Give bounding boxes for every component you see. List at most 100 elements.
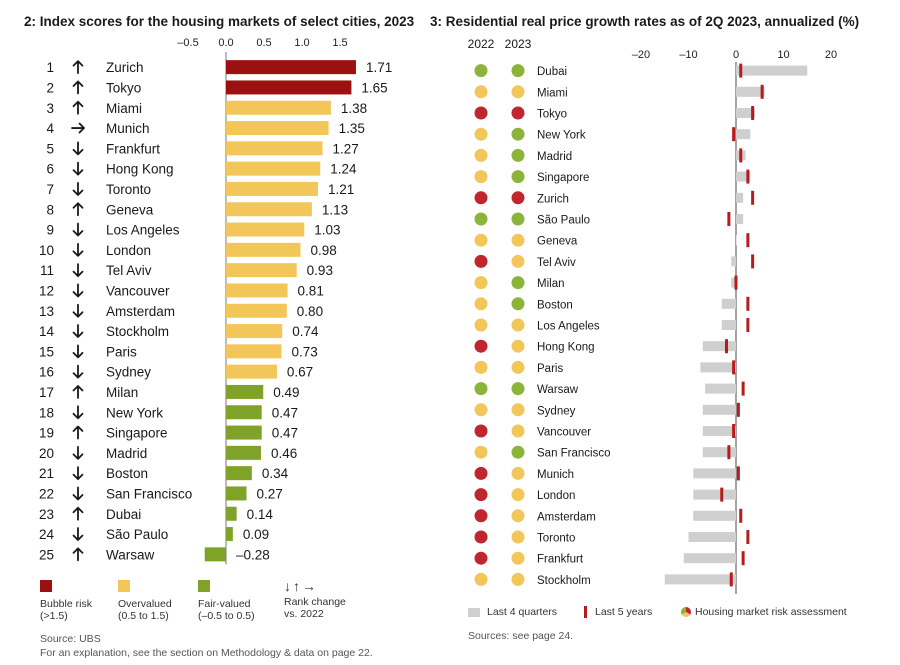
arrow-glyph — [72, 222, 84, 237]
rank-change-down-icon — [72, 445, 84, 460]
rank-change-down-icon — [72, 161, 84, 176]
rank-change-right-icon — [71, 122, 85, 134]
risk-dot-2022 — [474, 254, 488, 268]
last-5-years-marker — [746, 169, 750, 184]
value-label: 1.38 — [341, 101, 367, 116]
last-5-years-marker — [746, 530, 750, 544]
rank-change-down-icon — [72, 242, 84, 257]
city-label: Tokyo — [106, 80, 141, 95]
legend-fair: Fair-valued (–0.5 to 0.5) — [198, 580, 255, 622]
risk-dot-2022 — [474, 170, 488, 184]
rank-number: 19 — [39, 426, 54, 441]
risk-dot-2023 — [511, 106, 525, 120]
value-label: 0.98 — [310, 243, 336, 258]
risk-dot-2023 — [511, 254, 525, 268]
city-label: Miami — [537, 87, 568, 99]
index-bar — [226, 202, 312, 217]
last-4-quarters-bar — [702, 341, 736, 352]
city-label: Los Angeles — [106, 223, 180, 238]
last-5-years-marker — [739, 63, 743, 78]
index-bar — [226, 141, 323, 156]
risk-dot-2022 — [474, 127, 488, 141]
risk-dot-2022 — [474, 64, 488, 78]
rank-number: 12 — [39, 283, 54, 298]
last-4-quarters-bar — [721, 298, 736, 309]
rank-change-up-icon — [72, 425, 84, 440]
city-label: Los Angeles — [537, 321, 600, 333]
rank-change-down-icon — [72, 222, 84, 237]
rank-change-down-icon — [72, 263, 84, 278]
last-4-quarters-bar — [702, 426, 736, 436]
city-label: Vancouver — [537, 427, 591, 439]
last-5-years-marker — [751, 106, 755, 120]
last-5-years-marker — [720, 487, 724, 502]
rank-number: 20 — [39, 446, 54, 461]
arrow-glyph — [72, 324, 84, 338]
rank-change-down-icon — [72, 344, 84, 359]
last-4-quarters-bar — [736, 214, 744, 224]
city-label: Tel Aviv — [537, 257, 576, 269]
arrow-glyph — [72, 182, 84, 196]
rank-number: 2 — [46, 80, 54, 95]
city-label: San Francisco — [106, 486, 192, 501]
index-bar — [226, 263, 297, 278]
risk-dot-2022 — [474, 424, 488, 438]
last-5-years-marker — [732, 127, 736, 142]
risk-dot-2023 — [511, 509, 525, 523]
city-label: Munich — [537, 469, 574, 481]
value-label: 1.65 — [361, 80, 387, 95]
last-5-years-marker — [729, 572, 733, 587]
value-label: 0.34 — [262, 466, 289, 481]
city-label: Miami — [106, 101, 142, 116]
rank-change-down-icon — [72, 324, 84, 338]
rank-change-down-icon — [72, 182, 84, 196]
city-label: Singapore — [106, 426, 168, 441]
risk-dot-2023 — [511, 191, 525, 205]
arrow-glyph — [72, 344, 84, 359]
rank-number: 11 — [40, 263, 54, 278]
rank-number: 21 — [39, 466, 54, 481]
last-5-years-marker — [746, 318, 750, 332]
value-label: 0.27 — [257, 486, 283, 501]
city-label: Paris — [537, 363, 563, 375]
value-label: 1.24 — [330, 162, 357, 177]
arrow-glyph — [72, 303, 84, 318]
city-label: São Paulo — [537, 215, 590, 227]
value-label: 0.47 — [272, 405, 298, 420]
last-4-quarters-bar — [736, 192, 744, 203]
arrow-glyph — [72, 486, 84, 501]
index-bar — [226, 242, 301, 257]
risk-dot-2022 — [474, 276, 488, 290]
last-4-quarters-bar — [693, 468, 736, 479]
index-bar — [226, 445, 261, 460]
index-bar — [226, 384, 264, 399]
risk-dot-2022 — [474, 148, 488, 162]
risk-dot-2022 — [474, 233, 488, 247]
rank-change-up-icon — [72, 506, 84, 521]
index-bar — [226, 486, 247, 501]
rank-change-up-icon — [72, 202, 84, 217]
risk-dot-2023 — [511, 403, 525, 417]
city-label: Milan — [537, 278, 564, 290]
risk-dot-2022 — [474, 466, 488, 480]
risk-dot-2022 — [474, 106, 488, 120]
right-chart-title: 3: Residential real price growth rates a… — [430, 14, 860, 29]
last-5-years-marker — [760, 84, 764, 99]
city-label: Singapore — [537, 172, 589, 184]
index-bar — [226, 364, 277, 379]
index-bar — [226, 506, 237, 521]
x-tick-label: 0.0 — [218, 37, 233, 49]
city-label: Zurich — [106, 60, 144, 75]
risk-dot-2023 — [511, 233, 525, 247]
legend-red-swatch — [584, 606, 587, 618]
risk-dot-2022 — [474, 530, 488, 544]
arrow-glyph — [72, 283, 84, 298]
rank-change-up-icon — [72, 385, 84, 399]
last-5-years-marker — [732, 424, 736, 438]
city-label: New York — [537, 130, 586, 142]
rank-change-down-icon — [72, 364, 84, 379]
city-label: Tel Aviv — [106, 263, 152, 278]
risk-dot-2023 — [511, 488, 525, 502]
last-4-quarters-bar — [736, 171, 751, 182]
index-bar — [226, 80, 352, 95]
